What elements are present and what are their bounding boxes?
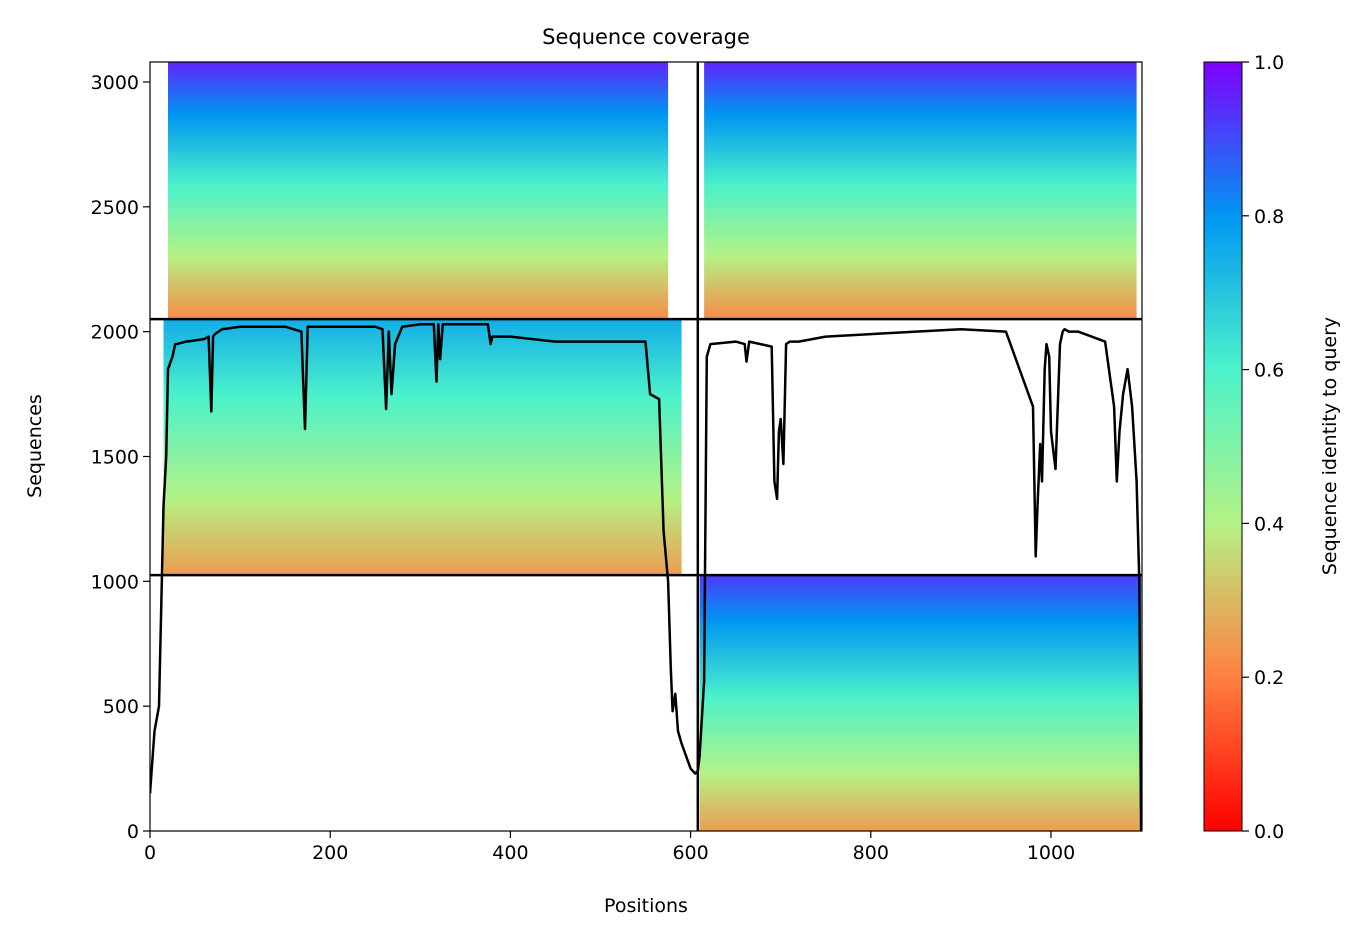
- heatmap-blocks: [163, 62, 1142, 831]
- y-axis-ticks: 0 500 1000 1500 2000 2500 3000: [91, 72, 150, 843]
- x-tick-label: 800: [853, 842, 889, 864]
- coverage-line-group: [150, 322, 1142, 831]
- colorbar-tick-label: 0.0: [1254, 821, 1284, 843]
- y-tick-label: 2500: [91, 197, 139, 219]
- chart-title: Sequence coverage: [542, 25, 750, 49]
- colorbar-tick-label: 0.8: [1254, 206, 1284, 228]
- colorbar: [1203, 61, 1243, 832]
- block-dividers: [150, 62, 1142, 831]
- x-axis-label: Positions: [604, 895, 688, 917]
- x-axis-ticks: 0 200 400 600 800 1000: [144, 831, 1075, 864]
- coverage-line: [150, 322, 1142, 831]
- colorbar-ticks: 0.0 0.2 0.4 0.6 0.8 1.0: [1242, 52, 1284, 843]
- heat-block-2: [163, 319, 682, 576]
- colorbar-tick-label: 0.2: [1254, 667, 1284, 689]
- x-tick-label: 400: [492, 842, 528, 864]
- colorbar-tick-label: 1.0: [1254, 52, 1284, 74]
- x-tick-label: 600: [672, 842, 708, 864]
- y-tick-label: 1500: [91, 446, 139, 468]
- colorbar-tick-label: 0.6: [1254, 360, 1284, 382]
- heat-block-0: [168, 62, 669, 320]
- y-tick-label: 2000: [91, 322, 139, 344]
- y-tick-label: 1000: [91, 571, 139, 593]
- y-tick-label: 3000: [91, 72, 139, 94]
- colorbar-label: Sequence identity to query: [1319, 317, 1341, 575]
- heat-block-1: [704, 62, 1137, 320]
- x-tick-label: 200: [312, 842, 348, 864]
- y-axis-label: Sequences: [24, 394, 46, 498]
- x-tick-label: 1000: [1027, 842, 1075, 864]
- x-tick-label: 0: [144, 842, 156, 864]
- plot-frame: [149, 61, 1143, 832]
- colorbar-tick-label: 0.4: [1254, 513, 1284, 535]
- y-tick-label: 0: [127, 821, 139, 843]
- heat-block-5: [699, 575, 1142, 831]
- y-tick-label: 500: [103, 696, 139, 718]
